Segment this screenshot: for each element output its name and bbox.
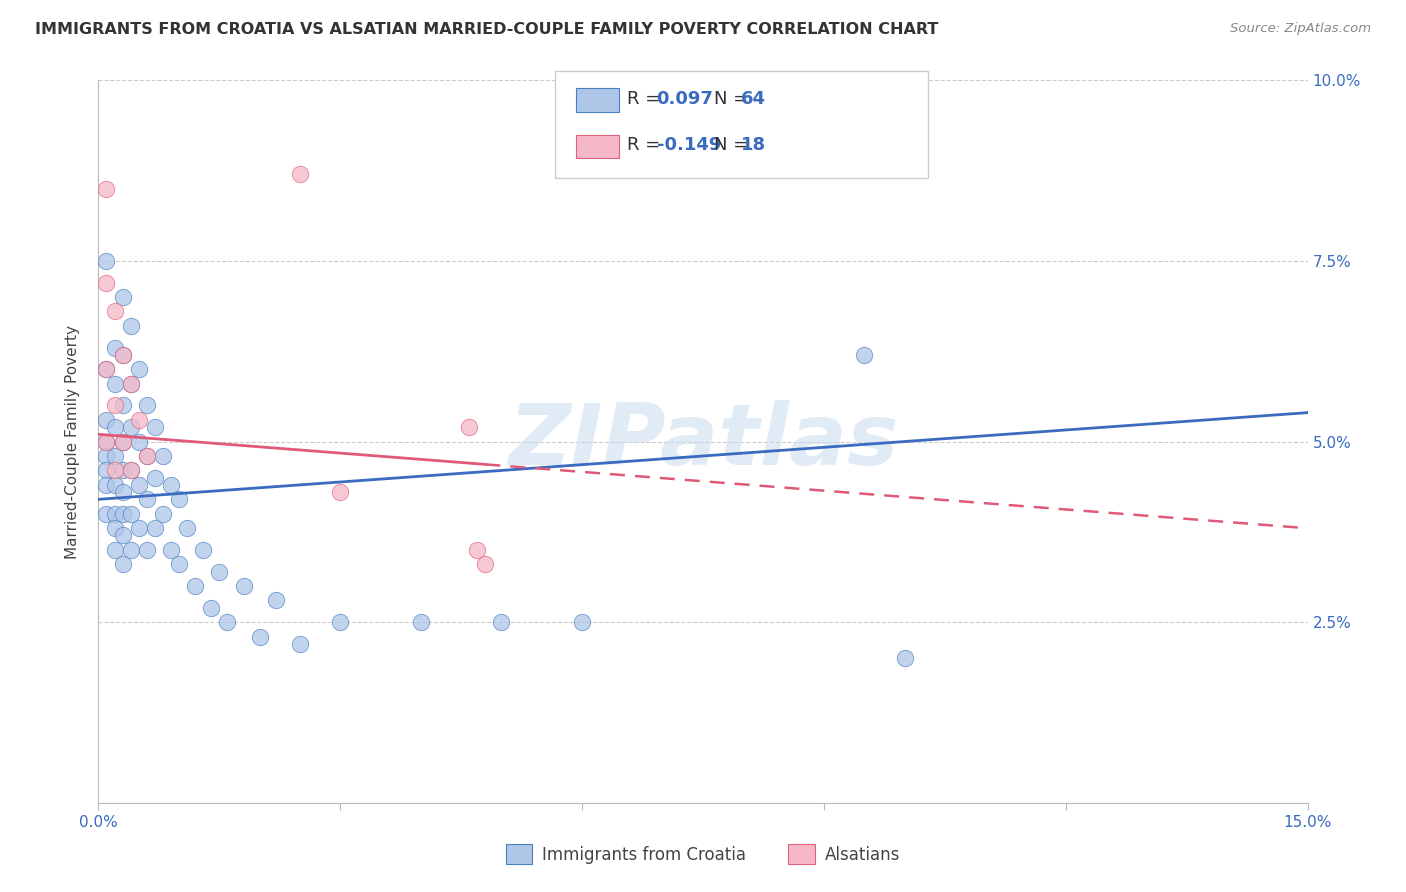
Point	[208, 565, 231, 579]
Point	[111, 434, 134, 449]
Point	[135, 398, 157, 412]
Point	[409, 615, 432, 630]
Point	[152, 449, 174, 463]
Point	[111, 398, 134, 412]
Point	[96, 478, 118, 492]
Point	[143, 521, 166, 535]
Text: 64: 64	[741, 90, 766, 108]
Point	[329, 485, 352, 500]
Point	[264, 593, 287, 607]
Point	[103, 542, 125, 557]
Point	[288, 637, 311, 651]
Legend: Immigrants from Croatia, Alsatians: Immigrants from Croatia, Alsatians	[499, 838, 907, 871]
Point	[167, 492, 190, 507]
Point	[111, 558, 134, 572]
Point	[184, 579, 207, 593]
Text: N =: N =	[714, 136, 754, 154]
Point	[103, 304, 125, 318]
Point	[160, 478, 183, 492]
Point	[120, 318, 142, 333]
Text: 0.097: 0.097	[657, 90, 713, 108]
Point	[853, 348, 876, 362]
Point	[893, 651, 915, 665]
Point	[111, 528, 134, 542]
Point	[96, 434, 118, 449]
Point	[111, 485, 134, 500]
Point	[103, 507, 125, 521]
Text: ZIPatlas: ZIPatlas	[508, 400, 898, 483]
Point	[160, 542, 183, 557]
Point	[111, 507, 134, 521]
Point	[329, 615, 352, 630]
Text: 18: 18	[741, 136, 766, 154]
Point	[103, 341, 125, 355]
Point	[96, 276, 118, 290]
Point	[96, 362, 118, 376]
Point	[491, 615, 513, 630]
Point	[103, 478, 125, 492]
Point	[103, 376, 125, 391]
Point	[96, 254, 118, 268]
Point	[103, 449, 125, 463]
Point	[128, 434, 150, 449]
Point	[465, 542, 488, 557]
Point	[128, 478, 150, 492]
Text: R =: R =	[627, 90, 666, 108]
Point	[135, 449, 157, 463]
Point	[474, 558, 496, 572]
Point	[120, 463, 142, 477]
Point	[458, 420, 481, 434]
Point	[193, 542, 215, 557]
Point	[288, 167, 311, 181]
Point	[128, 413, 150, 427]
Point	[128, 362, 150, 376]
Point	[111, 463, 134, 477]
Point	[571, 615, 593, 630]
Point	[176, 521, 198, 535]
Point	[96, 362, 118, 376]
Point	[96, 182, 118, 196]
Point	[96, 434, 118, 449]
Point	[120, 376, 142, 391]
Point	[103, 463, 125, 477]
Point	[96, 463, 118, 477]
Text: IMMIGRANTS FROM CROATIA VS ALSATIAN MARRIED-COUPLE FAMILY POVERTY CORRELATION CH: IMMIGRANTS FROM CROATIA VS ALSATIAN MARR…	[35, 22, 939, 37]
Point	[111, 290, 134, 304]
Point	[135, 492, 157, 507]
Point	[96, 449, 118, 463]
Text: N =: N =	[714, 90, 754, 108]
Point	[120, 376, 142, 391]
Point	[111, 434, 134, 449]
Point	[103, 521, 125, 535]
Point	[120, 420, 142, 434]
Point	[143, 471, 166, 485]
Point	[120, 542, 142, 557]
Point	[167, 558, 190, 572]
Point	[135, 449, 157, 463]
Point	[217, 615, 239, 630]
Point	[143, 420, 166, 434]
Point	[96, 507, 118, 521]
Point	[120, 463, 142, 477]
Point	[152, 507, 174, 521]
Point	[249, 630, 271, 644]
Point	[135, 542, 157, 557]
Point	[103, 398, 125, 412]
Text: -0.149: -0.149	[657, 136, 721, 154]
Point	[111, 348, 134, 362]
Text: Source: ZipAtlas.com: Source: ZipAtlas.com	[1230, 22, 1371, 36]
Point	[200, 600, 222, 615]
Point	[232, 579, 254, 593]
Point	[128, 521, 150, 535]
Point	[111, 348, 134, 362]
Point	[103, 420, 125, 434]
Point	[120, 507, 142, 521]
Text: R =: R =	[627, 136, 666, 154]
Y-axis label: Married-Couple Family Poverty: Married-Couple Family Poverty	[65, 325, 80, 558]
Point	[96, 413, 118, 427]
